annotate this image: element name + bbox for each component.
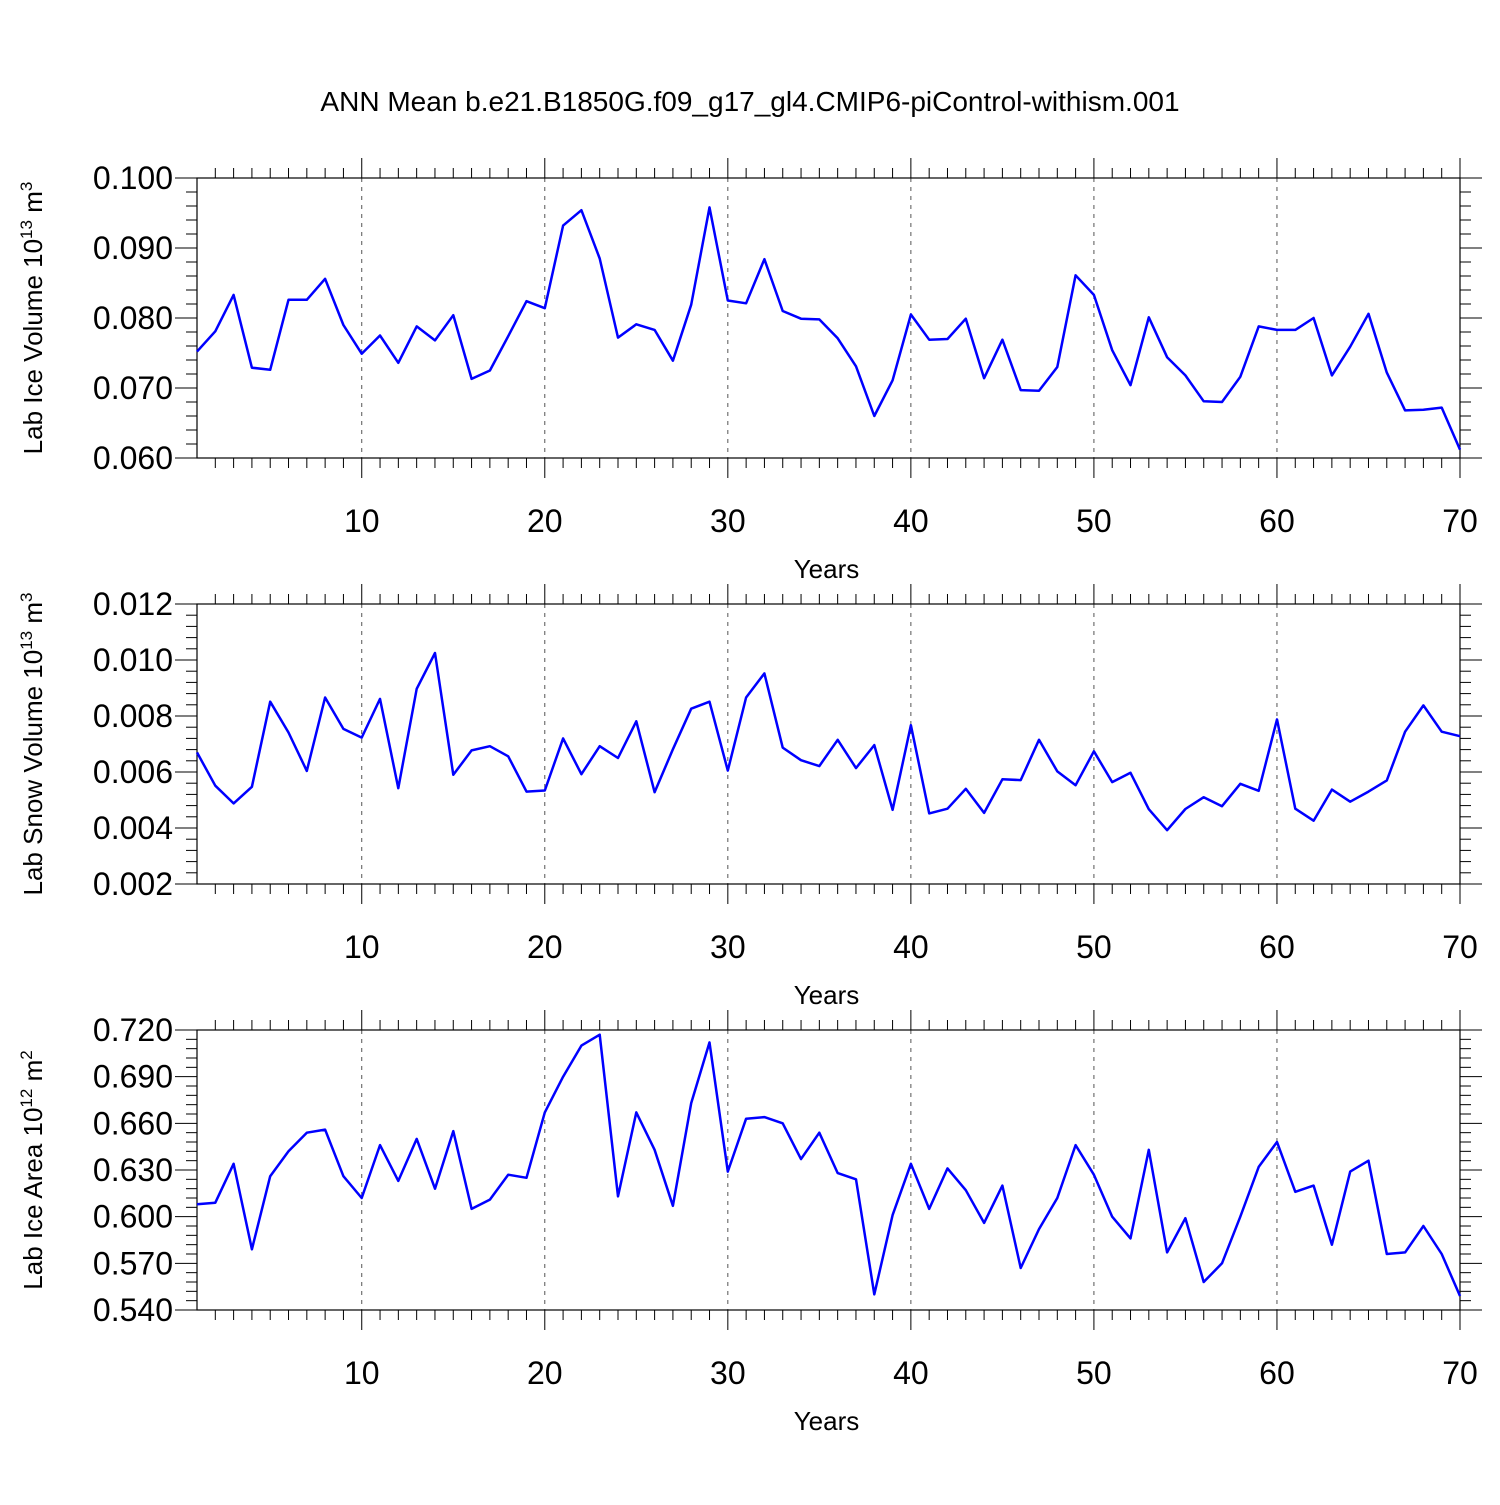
y-axis-title-unit-exponent: 3 <box>17 592 36 601</box>
y-axis-title-text: Lab Snow Volume 10 <box>18 650 48 896</box>
x-tick-label: 30 <box>710 1355 746 1391</box>
y-tick-label: 0.012 <box>93 586 173 622</box>
y-tick-label: 0.060 <box>93 440 173 476</box>
x-tick-label: 50 <box>1076 1355 1112 1391</box>
y-tick-label: 0.570 <box>93 1245 173 1281</box>
x-tick-label: 60 <box>1259 503 1295 539</box>
y-tick-label: 0.080 <box>93 300 173 336</box>
x-tick-label: 70 <box>1442 1355 1478 1391</box>
x-axis-title: Years <box>794 1406 860 1436</box>
y-axis-title-unit: m <box>18 191 48 220</box>
series-line <box>196 206 1462 451</box>
x-axis-title: Years <box>794 554 860 584</box>
y-tick-label: 0.010 <box>93 642 173 678</box>
y-tick-label: 0.600 <box>93 1199 173 1235</box>
x-tick-label: 30 <box>710 929 746 965</box>
y-tick-label: 0.090 <box>93 230 173 266</box>
y-tick-label: 0.004 <box>93 810 173 846</box>
y-tick-label: 0.540 <box>93 1292 173 1328</box>
figure-title: ANN Mean b.e21.B1850G.f09_g17_gl4.CMIP6-… <box>320 86 1180 117</box>
y-tick-label: 0.100 <box>93 160 173 196</box>
x-tick-label: 50 <box>1076 929 1112 965</box>
x-tick-label: 10 <box>344 1355 380 1391</box>
y-axis-title: Lab Ice Volume 1013 m3 <box>17 182 48 455</box>
x-tick-label: 40 <box>893 503 929 539</box>
y-axis-title-exponent: 13 <box>17 631 36 650</box>
y-axis-title-exponent: 12 <box>17 1089 36 1108</box>
x-tick-label: 40 <box>893 1355 929 1391</box>
y-axis-title: Lab Snow Volume 1013 m3 <box>17 592 48 895</box>
y-axis-title-unit: m <box>18 602 48 631</box>
y-axis-title-unit-exponent: 3 <box>17 182 36 191</box>
x-tick-label: 40 <box>893 929 929 965</box>
x-tick-label: 20 <box>527 1355 563 1391</box>
y-tick-label: 0.002 <box>93 866 173 902</box>
y-tick-label: 0.070 <box>93 370 173 406</box>
series-line <box>196 1033 1462 1297</box>
x-tick-label: 10 <box>344 929 380 965</box>
y-axis-title: Lab Ice Area 1012 m2 <box>17 1050 48 1289</box>
y-axis-title-unit-exponent: 2 <box>17 1050 36 1059</box>
y-axis-title-unit: m <box>18 1060 48 1089</box>
y-tick-label: 0.008 <box>93 698 173 734</box>
plot-frame <box>196 1029 1461 1311</box>
plot-frame <box>196 603 1461 885</box>
panel-2: 10 20 30 40 50 60 70 0.002 0.004 0.006 0.008 0.010 0… <box>17 584 1482 1010</box>
y-tick-label: 0.720 <box>93 1012 173 1048</box>
y-axis-title-exponent: 13 <box>17 220 36 239</box>
x-tick-label: 60 <box>1259 929 1295 965</box>
x-tick-label: 20 <box>527 929 563 965</box>
y-tick-label: 0.006 <box>93 754 173 790</box>
x-tick-label: 70 <box>1442 929 1478 965</box>
y-axis-title-text: Lab Ice Area 10 <box>18 1108 48 1290</box>
x-tick-label: 30 <box>710 503 746 539</box>
x-tick-label: 20 <box>527 503 563 539</box>
plot-frame <box>196 177 1461 459</box>
y-tick-label: 0.690 <box>93 1059 173 1095</box>
panel-1: 10 20 30 40 50 60 70 0.060 0.070 0.080 0.090 0.100 Y… <box>17 158 1482 584</box>
x-tick-label: 60 <box>1259 1355 1295 1391</box>
y-tick-label: 0.660 <box>93 1105 173 1141</box>
series-line <box>195 651 1461 832</box>
panel-3: 10 20 30 40 50 60 70 0.540 0.570 0.600 0.630 0.660 0… <box>17 1010 1482 1436</box>
x-tick-label: 10 <box>344 503 380 539</box>
y-axis-title-text: Lab Ice Volume 10 <box>18 239 48 454</box>
x-tick-label: 50 <box>1076 503 1112 539</box>
x-axis-title: Years <box>794 980 860 1010</box>
y-tick-label: 0.630 <box>93 1152 173 1188</box>
x-tick-label: 70 <box>1442 503 1478 539</box>
